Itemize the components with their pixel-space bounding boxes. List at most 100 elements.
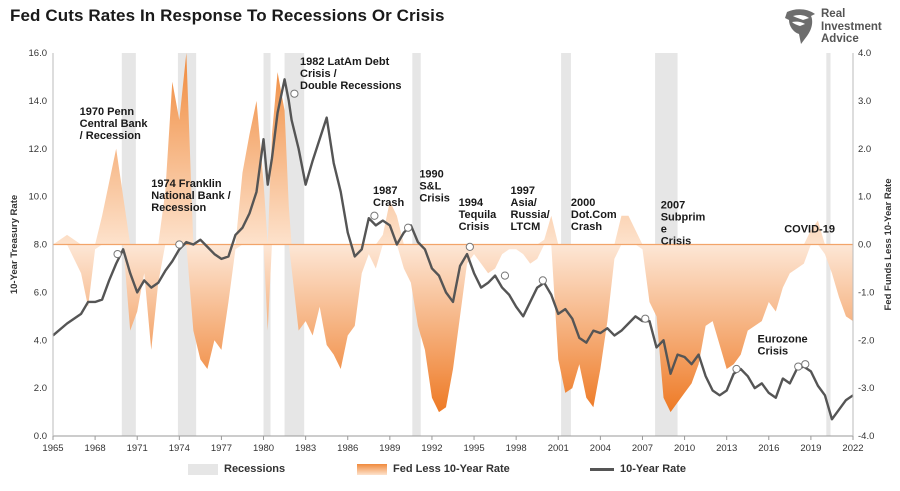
annotation-3-line-0: 1987 — [373, 185, 397, 197]
annotation-6: 1997 Asia/Russia/LTCM — [511, 185, 550, 233]
spread-area-negative — [53, 244, 853, 413]
annotation-5-line-2: Crisis — [459, 221, 490, 233]
event-marker-9 — [732, 364, 741, 374]
event-marker-10 — [794, 362, 803, 371]
x-tick-label-9: 1992 — [421, 443, 442, 454]
annotation-5: 1994 Tequila Crisis — [459, 197, 498, 233]
y2-tick-label-3: -1.0 — [858, 287, 874, 298]
event-marker-0 — [113, 249, 122, 259]
rate-line — [52, 78, 854, 421]
annotation-7-line-2: Crash — [571, 221, 602, 233]
x-tick-label-2: 1971 — [127, 443, 148, 454]
x-tick-label-15: 2010 — [674, 443, 695, 454]
event-markers — [113, 89, 810, 374]
y-tick-label-0: 0.0 — [34, 431, 47, 442]
legend: Recessions Fed Less 10-Year Rate 10-Year… — [0, 463, 900, 483]
y-tick-label-1: 2.0 — [34, 383, 47, 394]
event-marker-2 — [290, 89, 299, 98]
event-marker-3 — [370, 211, 379, 220]
annotation-8-line-1: Subprim — [661, 212, 706, 224]
x-tick-label-14: 2007 — [632, 443, 653, 454]
x-tick-label-0: 1965 — [42, 443, 63, 454]
rate-line-path — [52, 78, 854, 421]
event-marker-7 — [538, 276, 547, 285]
y-tick-label-2: 4.0 — [34, 335, 47, 346]
x-tick-label-16: 2013 — [716, 443, 737, 454]
y2-tick-label-1: -3.0 — [858, 383, 874, 394]
x-tick-label-13: 2004 — [590, 443, 611, 454]
y2-tick-label-5: 1.0 — [858, 192, 871, 203]
annotation-0-line-1: Central Bank — [80, 118, 149, 130]
spread-area-positive — [53, 53, 853, 245]
brand-name: Real Investment Advice — [821, 8, 882, 46]
annotation-9-line-0: COVID-19 — [784, 224, 835, 236]
event-marker-1 — [175, 240, 184, 249]
x-tick-label-17: 2016 — [758, 443, 779, 454]
annotation-5-line-1: Tequila — [459, 209, 498, 221]
y2-tick-label-8: 4.0 — [858, 48, 871, 59]
annotation-1-line-2: Recession — [151, 202, 206, 214]
spread-area — [53, 53, 853, 413]
eagle-icon — [785, 9, 815, 44]
annotation-10-line-0: Eurozone — [758, 334, 808, 346]
annotation-8: 2007 Subprim e Crisis — [661, 200, 706, 248]
x-tick-label-4: 1977 — [211, 443, 232, 454]
x-tick-label-11: 1998 — [506, 443, 527, 454]
annotation-1-line-1: National Bank / — [151, 190, 230, 202]
annotation-4-line-1: S&L — [419, 180, 441, 192]
annotation-8-line-2: e — [661, 224, 667, 236]
y2-tick-label-0: -4.0 — [858, 431, 874, 442]
annotation-9: COVID-19 — [784, 224, 835, 236]
y-tick-label-7: 14.0 — [29, 96, 48, 107]
event-marker-4 — [403, 223, 413, 232]
legend-label-rate: 10-Year Rate — [620, 463, 687, 475]
legend-label-spread: Fed Less 10-Year Rate — [393, 463, 510, 475]
annotation-6-line-3: LTCM — [511, 221, 541, 233]
annotation-4-line-2: Crisis — [419, 192, 450, 204]
y2-tick-label-6: 2.0 — [858, 144, 871, 155]
legend-item-rate: 10-Year Rate — [590, 463, 686, 475]
x-tick-label-5: 1980 — [253, 443, 274, 454]
brand-line-2: Investment — [821, 20, 882, 33]
legend-item-recessions: Recessions — [188, 463, 285, 475]
annotation-2-line-1: Crisis / — [300, 68, 337, 80]
annotation-5-line-0: 1994 — [459, 197, 484, 209]
y-tick-label-8: 16.0 — [29, 48, 48, 59]
legend-swatch-spread — [357, 463, 387, 475]
brand-logo: Real Investment Advice — [783, 6, 893, 46]
y-tick-label-4: 8.0 — [34, 240, 47, 251]
annotation-8-line-3: Crisis — [661, 236, 692, 248]
annotation-3-line-1: Crash — [373, 197, 404, 209]
legend-label-recessions: Recessions — [224, 463, 286, 475]
annotation-10-line-1: Crisis — [758, 346, 789, 358]
legend-swatch-recessions — [188, 463, 218, 475]
event-marker-5 — [465, 242, 474, 251]
y-tick-label-3: 6.0 — [34, 287, 47, 298]
brand-line-3: Advice — [821, 33, 859, 45]
annotation-6-line-0: 1997 — [511, 185, 535, 197]
y2-tick-label-7: 3.0 — [858, 96, 871, 107]
legend-swatch-rate — [590, 467, 614, 471]
annotation-4: 1990 S&L Crisis — [419, 168, 450, 204]
axes: 1965 1968 1971 1974 1977 1980 1983 1986 1989 1992… — [9, 48, 894, 454]
annotation-1: 1974 Franklin National Bank / Recession — [151, 178, 230, 214]
y-axis-title: 10-Year Treasury Rate — [9, 195, 20, 294]
event-marker-6 — [500, 271, 510, 280]
annotation-2-line-0: 1982 LatAm Debt — [300, 56, 390, 68]
annotation-4-line-0: 1990 — [419, 168, 443, 180]
annotation-3: 1987 Crash — [373, 185, 404, 209]
y2-axis-title: Fed Funds Less 10-Year Rate — [883, 179, 894, 311]
annotation-0-line-2: / Recession — [80, 130, 141, 142]
annotation-7: 2000 Dot.Com Crash — [571, 197, 617, 233]
event-marker-8 — [641, 314, 650, 323]
x-tick-label-19: 2022 — [842, 443, 863, 454]
x-tick-label-3: 1974 — [169, 443, 190, 454]
brand-line-1: Real — [821, 8, 846, 20]
x-tick-label-8: 1989 — [379, 443, 400, 454]
annotation-1-line-0: 1974 Franklin — [151, 178, 222, 190]
annotation-6-line-1: Asia/ — [511, 197, 537, 209]
x-tick-label-1: 1968 — [85, 443, 106, 454]
annotation-2: 1982 LatAm Debt Crisis / Double Recessions — [300, 56, 401, 92]
